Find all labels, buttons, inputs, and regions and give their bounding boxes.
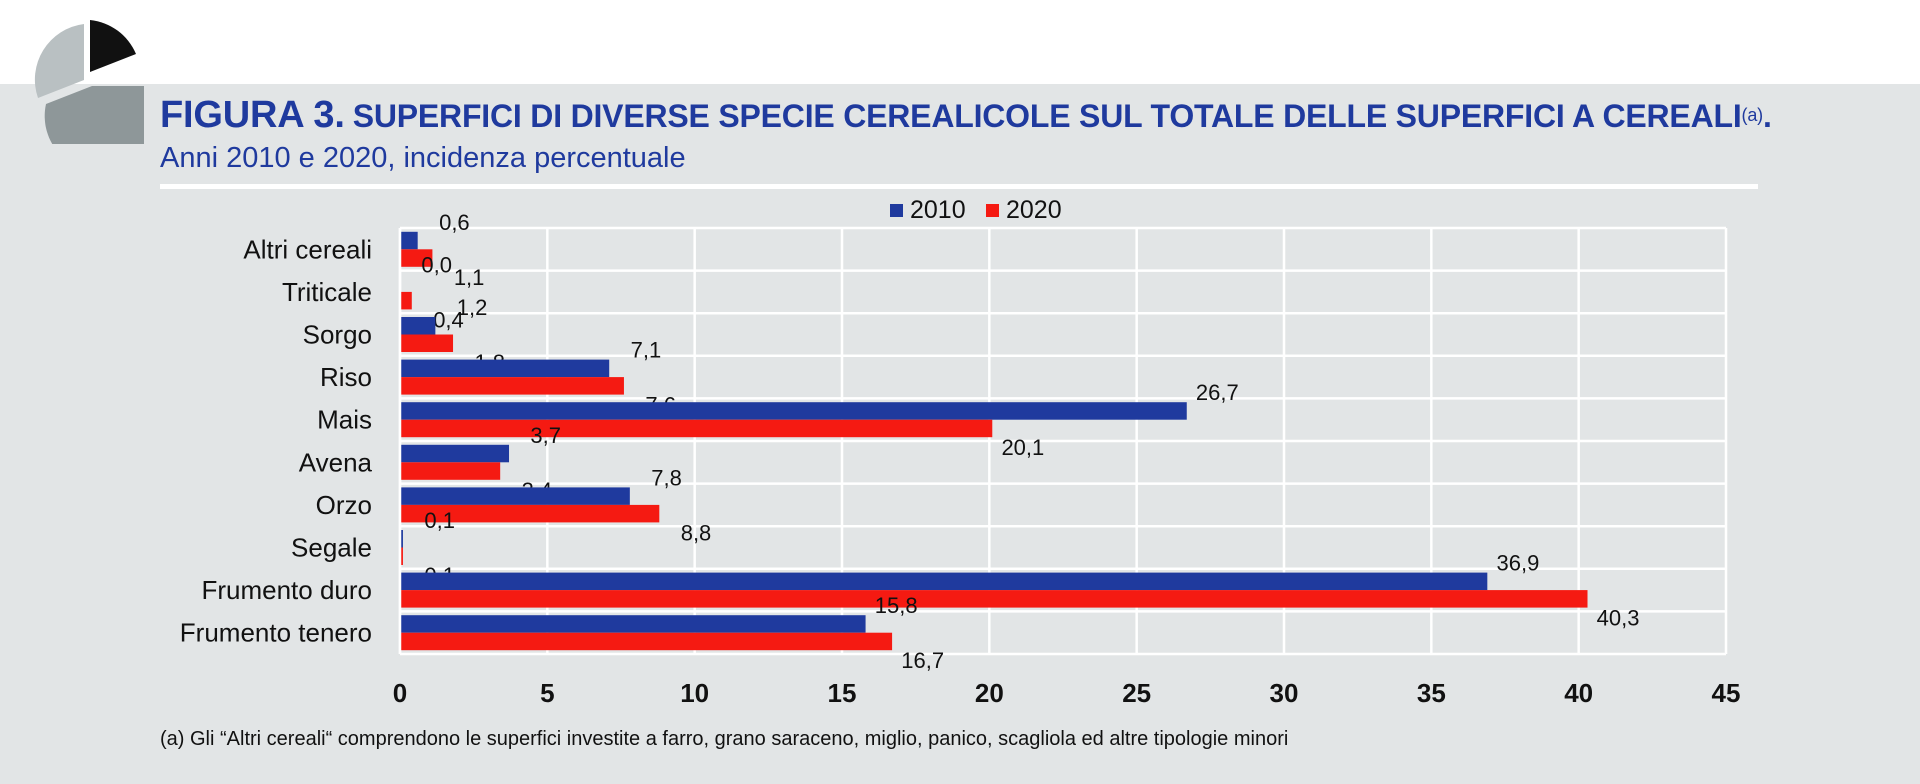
data-label-2010: 7,1 [631, 338, 662, 363]
bar-2010 [400, 359, 610, 378]
x-tick-label: 20 [975, 678, 1004, 708]
data-label-2010: 15,8 [875, 593, 918, 618]
category-label: Frumento tenero [180, 618, 372, 648]
bar-2020 [400, 334, 454, 352]
title-divider [160, 184, 1758, 189]
x-tick-label: 5 [540, 678, 554, 708]
bar-2020 [400, 632, 893, 651]
x-tick-label: 0 [393, 678, 407, 708]
data-label-2010: 0,1 [424, 508, 455, 533]
bar-2010 [400, 402, 1187, 420]
data-label-2010: 0,6 [439, 210, 470, 235]
category-label: Altri cereali [243, 234, 372, 264]
category-label: Triticale [282, 277, 372, 307]
category-label: Segale [291, 533, 372, 563]
figure-label: FIGURA 3. [160, 94, 345, 136]
legend-label-2010: 2010 [910, 196, 966, 224]
data-label-2010: 36,9 [1496, 551, 1539, 576]
x-tick-label: 35 [1417, 678, 1446, 708]
bar-2010 [400, 317, 436, 335]
data-label-2020: 8,8 [681, 520, 712, 545]
bar-2020 [400, 462, 501, 480]
bar-2020 [400, 291, 412, 310]
data-label-2020: 16,7 [901, 648, 944, 673]
bar-2010 [400, 615, 866, 633]
legend-label-2020: 2020 [1006, 196, 1062, 224]
title-end: . [1762, 98, 1772, 134]
data-label-2010: 0,0 [421, 252, 452, 277]
data-label-2010: 3,7 [530, 423, 561, 448]
figure-subtitle: Anni 2010 e 2020, incidenza percentuale [160, 142, 686, 174]
logo-slice-light [34, 24, 84, 98]
x-tick-label: 45 [1712, 678, 1741, 708]
data-label-2010: 1,2 [457, 295, 488, 320]
legend-swatch-2020 [986, 204, 999, 217]
bar-2020 [400, 504, 660, 523]
footnote: (a) Gli “Altri cereali“ comprendono le s… [160, 728, 1289, 750]
bar-2010 [400, 572, 1488, 591]
data-label-2020: 1,1 [454, 265, 485, 290]
x-tick-label: 30 [1270, 678, 1299, 708]
category-label: Mais [317, 405, 372, 435]
data-label-2010: 7,8 [651, 465, 682, 490]
logo-slice-dark [90, 20, 136, 72]
x-tick-label: 40 [1564, 678, 1593, 708]
category-label: Frumento duro [201, 575, 372, 605]
category-label: Riso [320, 362, 372, 392]
logo-slice-mid [44, 86, 144, 144]
x-tick-label: 10 [680, 678, 709, 708]
title-note-ref: (a) [1741, 105, 1764, 125]
bar-2020 [400, 547, 403, 565]
data-label-2020: 40,3 [1597, 606, 1640, 631]
bar-2010 [400, 530, 403, 548]
category-label: Avena [299, 447, 373, 477]
bar-2020 [400, 590, 1588, 608]
category-label: Orzo [316, 490, 372, 520]
bar-2020 [400, 419, 993, 438]
figure-title: FIGURA 3. SUPERFICI DI DIVERSE SPECIE CER… [160, 94, 1772, 137]
x-tick-label: 15 [828, 678, 857, 708]
bar-2010 [400, 444, 510, 463]
pie-chart-icon [34, 20, 144, 144]
title-text: SUPERFICI DI DIVERSE SPECIE CEREALICOLE … [352, 98, 1742, 134]
data-label-2020: 0,4 [433, 307, 464, 332]
bar-2010 [400, 487, 630, 505]
bar-2020 [400, 249, 433, 267]
category-label: Sorgo [303, 320, 372, 350]
x-tick-label: 25 [1122, 678, 1151, 708]
bar-2020 [400, 377, 624, 395]
data-label-2010: 26,7 [1196, 380, 1239, 405]
legend-swatch-2010 [890, 204, 903, 217]
data-label-2020: 20,1 [1001, 435, 1044, 460]
bar-2010 [400, 231, 418, 250]
